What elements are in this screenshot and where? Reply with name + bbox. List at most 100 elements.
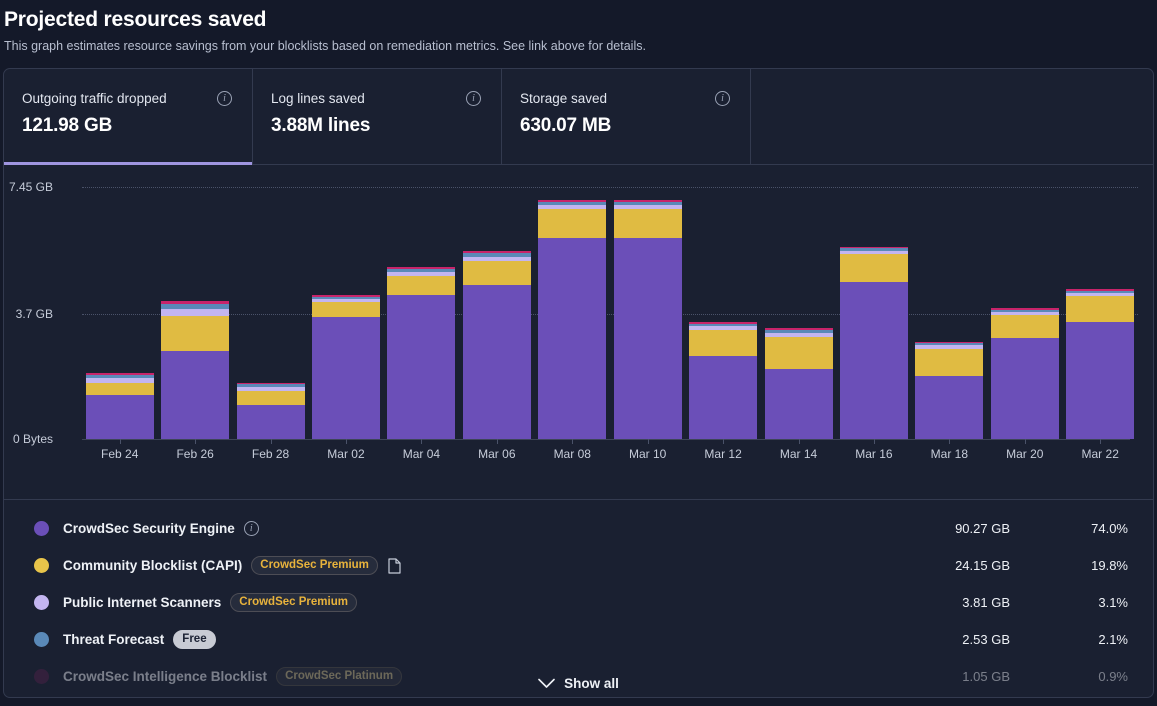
stat-card-label: Outgoing traffic dropped xyxy=(22,91,167,106)
bar-segment xyxy=(387,276,456,296)
bar-segment xyxy=(387,272,456,277)
bar-segment xyxy=(161,309,230,316)
stacked-bar[interactable] xyxy=(236,382,305,439)
stacked-bar-chart: 0 Bytes 3.7 GB 7.45 GB Feb 24 Feb 26 Feb 28 M… xyxy=(4,165,1153,499)
bar-segment xyxy=(1066,292,1135,297)
bar-segment xyxy=(161,315,230,352)
bar-segment xyxy=(236,390,305,406)
stacked-bar[interactable] xyxy=(311,294,380,439)
x-axis-tick-label: Feb 24 xyxy=(101,447,139,461)
stacked-bar[interactable] xyxy=(613,200,682,439)
bar-segment xyxy=(161,301,230,305)
bar-slot xyxy=(685,187,760,439)
bar-segment xyxy=(915,343,984,346)
document-icon[interactable] xyxy=(388,557,401,574)
bar-segment xyxy=(839,253,908,282)
bar-segment xyxy=(764,368,833,439)
bar-segment xyxy=(915,349,984,377)
bar-segment xyxy=(311,317,380,439)
bar-segment xyxy=(85,395,154,439)
bar-slot xyxy=(82,187,157,439)
bar-segment xyxy=(839,246,908,249)
x-axis-tick xyxy=(949,439,951,444)
bar-segment xyxy=(613,209,682,238)
bar-segment xyxy=(613,200,682,203)
info-icon[interactable]: i xyxy=(715,91,730,106)
bar-segment xyxy=(236,382,305,385)
bar-segment xyxy=(839,281,908,439)
bar-segment xyxy=(990,308,1059,310)
legend-item[interactable]: Threat Forecast Free 2.53 GB 2.1% xyxy=(4,621,1153,658)
bar-segment xyxy=(538,237,607,439)
bar-slot xyxy=(459,187,534,439)
legend-item[interactable]: Community Blocklist (CAPI) CrowdSec Premi… xyxy=(4,547,1153,584)
bar-segment xyxy=(387,295,456,439)
chart-bars xyxy=(82,187,1138,439)
bar-segment xyxy=(1066,290,1135,293)
bar-segment xyxy=(990,337,1059,439)
bar-segment xyxy=(1066,296,1135,323)
bar-segment xyxy=(990,314,1059,338)
gridline xyxy=(82,187,1138,188)
stat-card-1[interactable]: Log lines saved i 3.88M lines xyxy=(253,69,502,164)
bar-segment xyxy=(387,268,456,273)
bar-slot xyxy=(912,187,987,439)
bar-slot xyxy=(535,187,610,439)
stacked-bar[interactable] xyxy=(387,266,456,439)
bar-segment xyxy=(462,285,531,439)
stacked-bar[interactable] xyxy=(689,322,758,439)
legend-value: 1.05 GB xyxy=(962,669,1010,684)
legend-color-dot xyxy=(34,595,49,610)
x-axis-tick xyxy=(798,439,800,444)
stacked-bar[interactable] xyxy=(915,341,984,439)
y-axis-tick-label: 3.7 GB xyxy=(15,306,53,321)
legend-item[interactable]: Public Internet Scanners CrowdSec Premium… xyxy=(4,584,1153,621)
stacked-bar[interactable] xyxy=(764,327,833,439)
bar-slot xyxy=(610,187,685,439)
x-axis-tick-label: Mar 20 xyxy=(1006,447,1044,461)
stat-card-value: 630.07 MB xyxy=(520,115,612,136)
stacked-bar[interactable] xyxy=(839,246,908,439)
bar-slot xyxy=(384,187,459,439)
bar-segment xyxy=(538,200,607,203)
legend-percent: 0.9% xyxy=(1098,669,1128,684)
x-axis-tick xyxy=(421,439,423,444)
stat-card-0[interactable]: Outgoing traffic dropped i 121.98 GB xyxy=(4,69,253,165)
bar-slot xyxy=(836,187,911,439)
bar-slot xyxy=(761,187,836,439)
info-icon[interactable]: i xyxy=(466,91,481,106)
stat-card-2[interactable]: Storage saved i 630.07 MB xyxy=(502,69,751,164)
stacked-bar[interactable] xyxy=(161,301,230,439)
page-title: Projected resources saved xyxy=(4,8,267,31)
x-axis-tick xyxy=(270,439,272,444)
stacked-bar[interactable] xyxy=(990,308,1059,439)
stacked-bar[interactable] xyxy=(538,200,607,439)
x-axis-tick-label: Feb 26 xyxy=(176,447,214,461)
x-axis-tick xyxy=(572,439,574,444)
x-axis-tick xyxy=(119,439,121,444)
stat-card-head: Log lines saved i xyxy=(271,91,481,106)
bar-segment xyxy=(538,205,607,210)
stacked-bar[interactable] xyxy=(85,373,154,439)
legend-color-dot xyxy=(34,521,49,536)
legend-item[interactable]: CrowdSec Security Engine i 90.27 GB 74.0% xyxy=(4,510,1153,547)
info-icon[interactable]: i xyxy=(243,521,259,536)
bar-slot xyxy=(1062,187,1137,439)
legend-percent: 19.8% xyxy=(1091,558,1128,573)
bar-segment xyxy=(85,373,154,376)
bar-segment xyxy=(1066,288,1135,291)
bar-segment xyxy=(990,309,1059,312)
legend-color-dot xyxy=(34,558,49,573)
legend-badge: CrowdSec Platinum xyxy=(276,667,403,686)
show-all-button[interactable]: Show all xyxy=(4,676,1153,691)
legend-item[interactable]: CrowdSec Intelligence Blocklist CrowdSec … xyxy=(4,658,1153,695)
bar-slot xyxy=(157,187,232,439)
bar-segment xyxy=(613,202,682,206)
x-axis-tick xyxy=(1100,439,1102,444)
stacked-bar[interactable] xyxy=(1066,288,1135,439)
info-icon[interactable]: i xyxy=(217,91,232,106)
bar-segment xyxy=(915,376,984,439)
stacked-bar[interactable] xyxy=(462,250,531,439)
stat-card-label: Log lines saved xyxy=(271,91,365,106)
bar-segment xyxy=(462,260,531,286)
